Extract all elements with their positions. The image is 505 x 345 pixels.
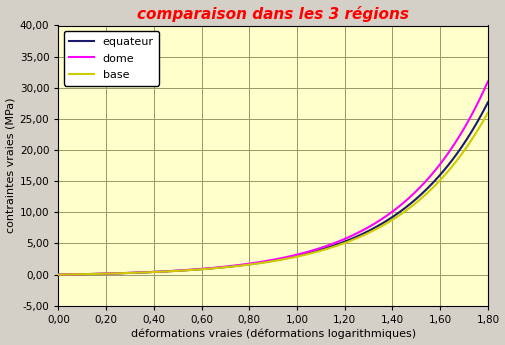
Title: comparaison dans les 3 régions: comparaison dans les 3 régions xyxy=(137,6,409,21)
Line: base: base xyxy=(59,113,488,275)
equateur xyxy=(425,186,431,190)
dome xyxy=(56,273,62,277)
equateur xyxy=(316,248,322,252)
Legend: equateur, dome, base: equateur, dome, base xyxy=(64,31,160,86)
equateur xyxy=(329,244,335,248)
dome xyxy=(305,250,311,254)
equateur xyxy=(381,220,387,224)
dome xyxy=(329,242,335,246)
base xyxy=(56,273,62,277)
equateur xyxy=(56,273,62,277)
dome xyxy=(82,272,88,276)
base xyxy=(316,249,322,253)
dome xyxy=(425,176,431,180)
dome xyxy=(316,246,322,250)
equateur xyxy=(305,251,311,255)
dome xyxy=(485,79,491,83)
base xyxy=(485,111,491,115)
base xyxy=(329,245,335,249)
base xyxy=(305,252,311,256)
base xyxy=(425,190,431,194)
Line: equateur: equateur xyxy=(59,102,488,275)
X-axis label: déformations vraies (déformations logarithmiques): déformations vraies (déformations logari… xyxy=(131,329,416,339)
Line: dome: dome xyxy=(59,81,488,275)
equateur xyxy=(485,100,491,105)
base xyxy=(82,272,88,276)
Y-axis label: contraintes vraies (MPa): contraintes vraies (MPa) xyxy=(6,98,16,233)
dome xyxy=(381,215,387,219)
base xyxy=(381,223,387,227)
equateur xyxy=(82,272,88,276)
